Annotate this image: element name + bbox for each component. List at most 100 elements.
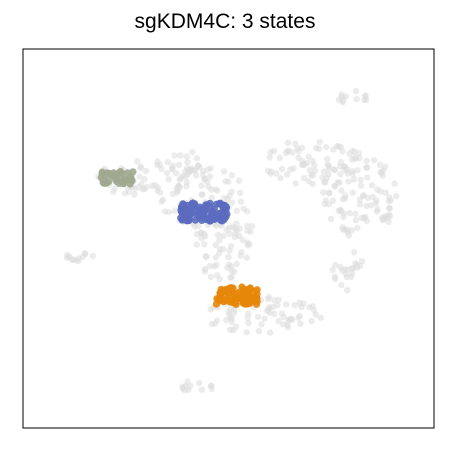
background-cell-point: [195, 162, 202, 169]
background-cell-point: [278, 165, 286, 173]
state-1-point: [103, 179, 111, 187]
state-1-cells: [97, 168, 137, 188]
background-cell-point: [290, 165, 297, 172]
background-cell-point: [177, 152, 184, 159]
background-cell-point: [295, 154, 302, 161]
background-cell-point: [232, 323, 240, 330]
background-cell-point: [244, 239, 251, 246]
background-cell-point: [265, 306, 272, 313]
background-cell-point: [376, 161, 384, 168]
background-cell-point: [280, 313, 287, 320]
background-cell-point: [300, 160, 307, 168]
state-2-point: [222, 203, 231, 212]
background-cell-point: [292, 140, 299, 147]
background-cell-point: [208, 320, 216, 328]
background-cell-point: [329, 197, 337, 204]
background-cell-point: [320, 189, 327, 196]
background-cell-point: [325, 162, 333, 170]
background-cell-point: [356, 154, 363, 162]
background-cell-point: [207, 306, 214, 313]
background-cell-point: [297, 320, 304, 327]
state-3-point: [243, 294, 251, 302]
background-cell-point: [337, 159, 345, 166]
background-cell-point: [198, 386, 206, 393]
background-cell-point: [227, 326, 234, 333]
background-cell-point: [228, 199, 236, 206]
background-cell-point: [284, 139, 292, 146]
state-3-point: [251, 294, 259, 302]
background-cell-point: [134, 158, 141, 165]
state-3-point: [221, 286, 229, 294]
background-cell-point: [311, 162, 318, 169]
background-cell-point: [387, 197, 394, 204]
background-cell-point: [379, 217, 386, 224]
background-cell-point: [273, 170, 280, 177]
background-cell-point: [343, 273, 350, 281]
background-cell-point: [228, 188, 235, 195]
background-cell-point: [247, 228, 254, 235]
background-cell-point: [233, 207, 240, 214]
background-cell-point: [308, 317, 315, 325]
background-cell-point: [189, 148, 196, 156]
background-cell-point: [179, 385, 186, 392]
background-cell-point: [141, 175, 148, 183]
background-cell-point: [349, 189, 356, 196]
background-cell-point: [227, 274, 234, 281]
background-cell-point: [335, 207, 342, 215]
background-cell-point: [226, 230, 233, 238]
background-cell-point: [267, 149, 274, 156]
background-cell-point: [296, 312, 303, 320]
state-2-point: [216, 216, 225, 224]
state-2-point: [197, 212, 205, 220]
background-cell-point: [201, 268, 209, 275]
background-cell-point: [331, 273, 339, 280]
background-cell-point: [295, 148, 303, 155]
background-cell-point: [233, 227, 241, 234]
background-cell-point: [235, 177, 243, 184]
background-cell-point: [207, 273, 215, 281]
state-1-point: [124, 169, 132, 177]
background-cell-point: [244, 222, 251, 230]
background-cell-point: [356, 201, 364, 208]
background-cell-point: [208, 194, 215, 201]
background-cell-point: [325, 171, 332, 178]
background-cell-point: [300, 174, 308, 182]
background-cell-point: [352, 87, 360, 95]
background-cell-point: [135, 183, 142, 191]
background-cell-point: [357, 176, 364, 184]
background-cell-point: [348, 273, 355, 281]
background-cell-point: [329, 266, 336, 274]
background-cell-point: [343, 226, 351, 233]
background-cell-point: [339, 148, 346, 155]
state-2-point: [212, 200, 220, 208]
background-cell-point: [198, 191, 205, 198]
background-cell-point: [363, 164, 370, 171]
background-cell-point: [351, 249, 358, 256]
state-2-point: [184, 209, 192, 217]
background-cell-point: [391, 180, 398, 187]
background-cell-point: [243, 254, 250, 261]
background-cell-point: [354, 167, 361, 174]
background-cell-point: [338, 281, 345, 289]
background-cell-point: [236, 189, 244, 197]
background-cell-point: [316, 138, 323, 146]
background-cell-point: [363, 217, 370, 225]
background-cell-point: [206, 173, 214, 180]
background-cell-point: [352, 217, 360, 224]
background-cell-point: [198, 229, 205, 236]
state-3-cells: [212, 283, 261, 308]
background-cell-point: [271, 310, 278, 318]
background-cell-point: [332, 262, 339, 269]
state-2-point: [191, 200, 199, 208]
background-cell-point: [158, 198, 165, 205]
background-cell-point: [353, 96, 360, 103]
state-3-point: [253, 286, 261, 294]
state-2-point: [216, 209, 224, 217]
background-cell-point: [156, 161, 164, 168]
background-cell-point: [258, 321, 265, 328]
background-cell-point: [341, 195, 349, 202]
background-cell-point: [201, 241, 208, 248]
background-cell-point: [364, 174, 371, 181]
background-cell-point: [279, 321, 287, 328]
